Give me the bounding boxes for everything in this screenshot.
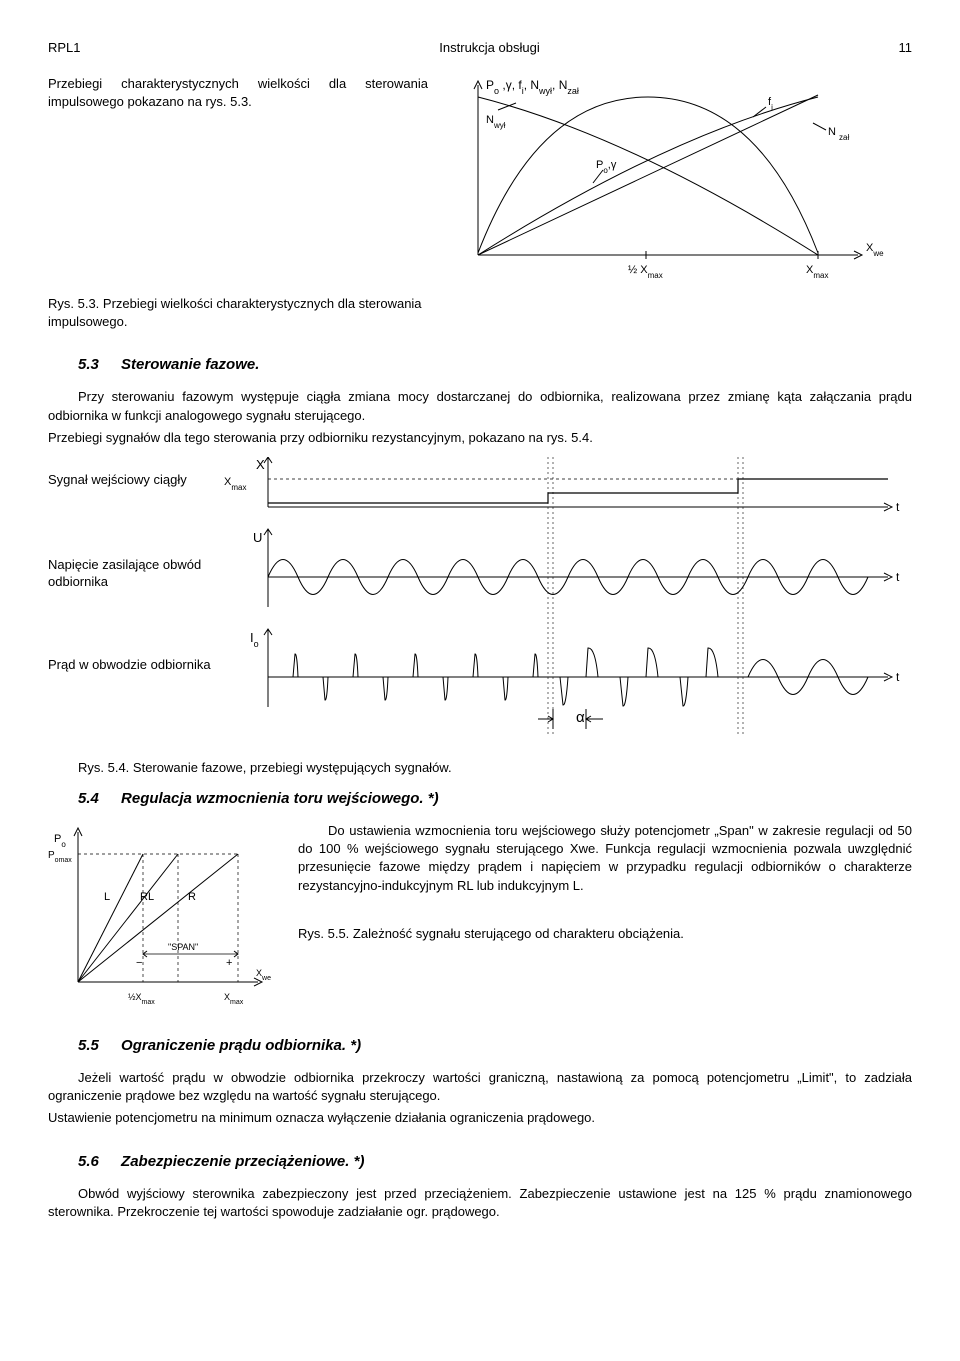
heading-5-6: 5.6 Zabezpieczenie przeciążeniowe. *) <box>78 1153 912 1170</box>
label-u-supply: Napięcie zasilające obwód odbiornika <box>48 557 218 591</box>
sec55-para1: Jeżeli wartość prądu w obwodzie odbiorni… <box>48 1069 912 1105</box>
header-right: 11 <box>898 40 912 55</box>
sec56-para: Obwód wyjściowy sterownika zabezpieczony… <box>48 1185 912 1221</box>
svg-text:t: t <box>896 670 900 684</box>
page-header: RPL1 Instrukcja obsługi 11 <box>48 40 912 55</box>
svg-text:Po: Po <box>54 833 66 849</box>
sec53-para1: Przy sterowaniu fazowym występuje ciągła… <box>48 388 912 424</box>
heading-5-3-num: 5.3 <box>78 356 99 373</box>
heading-5-4-title: Regulacja wzmocnienia toru wejściowego. … <box>121 790 439 807</box>
svg-text:L: L <box>104 891 110 903</box>
svg-text:Xmax: Xmax <box>806 264 828 280</box>
fig55-caption: Rys. 5.5. Zależność sygnału sterującego … <box>298 925 912 943</box>
svg-text:Xmax: Xmax <box>224 992 244 1006</box>
figure-5-3: Po ,γ, fi, Nwył, Nzał Nwył fi N zał Po,γ… <box>428 75 898 285</box>
svg-text:R: R <box>188 891 196 903</box>
svg-text:½Xmax: ½Xmax <box>128 992 155 1006</box>
svg-text:t: t <box>896 570 900 584</box>
heading-5-3-title: Sterowanie fazowe. <box>121 356 259 373</box>
svg-text:Po,γ: Po,γ <box>596 159 617 175</box>
svg-text:Nwył: Nwył <box>486 114 506 130</box>
header-left: RPL1 <box>48 40 81 55</box>
svg-text:Pomax: Pomax <box>48 850 72 864</box>
heading-5-5-title: Ograniczenie prądu odbiornika. *) <box>121 1037 361 1054</box>
svg-text:Xwe: Xwe <box>256 968 271 982</box>
svg-text:Xmax: Xmax <box>224 476 246 492</box>
sec53-para2: Przebiegi sygnałów dla tego sterowania p… <box>48 429 912 447</box>
svg-text:Io: Io <box>250 630 259 649</box>
svg-text:RL: RL <box>140 891 154 903</box>
heading-5-6-title: Zabezpieczenie przeciążeniowe. *) <box>121 1153 364 1170</box>
label-x-input: Sygnał wejściowy ciągły <box>48 472 218 489</box>
svg-text:X: X <box>256 457 265 472</box>
intro-text: Przebiegi charakterystycznych wielkości … <box>48 75 428 111</box>
heading-5-5-num: 5.5 <box>78 1037 99 1054</box>
header-center: Instrukcja obsługi <box>439 40 539 55</box>
label-io-current: Prąd w obwodzie odbiornika <box>48 657 218 674</box>
svg-text:−: − <box>136 957 142 969</box>
figure-5-5: Po Pomax L RL R "SPAN" − + ½Xmax Xmax Xw… <box>48 822 278 1012</box>
svg-text:Xwe: Xwe <box>866 242 884 258</box>
sec54-para: Do ustawienia wzmocnienia toru wejściowe… <box>298 822 912 895</box>
fig53-ylabel: Po ,γ, fi, Nwył, Nzał <box>486 78 579 96</box>
svg-text:"SPAN": "SPAN" <box>168 942 198 952</box>
fig53-caption: Rys. 5.3. Przebiegi wielkości charaktery… <box>48 295 428 331</box>
svg-text:t: t <box>896 500 900 514</box>
svg-text:½ Xmax: ½ Xmax <box>628 264 663 280</box>
heading-5-5: 5.5 Ograniczenie prądu odbiornika. *) <box>78 1037 912 1054</box>
heading-5-4: 5.4 Regulacja wzmocnienia toru wejściowe… <box>78 790 912 807</box>
svg-text:+: + <box>226 957 232 969</box>
svg-text:U: U <box>253 530 262 545</box>
svg-text:fi: fi <box>768 96 773 112</box>
svg-text:α: α <box>576 709 585 726</box>
heading-5-4-num: 5.4 <box>78 790 99 807</box>
figure-5-4: X Xmax t Sygnał wejściowy ciągły U t Nap… <box>48 457 912 740</box>
fig54-caption: Rys. 5.4. Sterowanie fazowe, przebiegi w… <box>78 760 912 775</box>
heading-5-3: 5.3 Sterowanie fazowe. <box>78 356 912 373</box>
svg-text:N zał: N zał <box>828 126 849 142</box>
sec55-para2: Ustawienie potencjometru na minimum ozna… <box>48 1109 912 1127</box>
heading-5-6-num: 5.6 <box>78 1153 99 1170</box>
